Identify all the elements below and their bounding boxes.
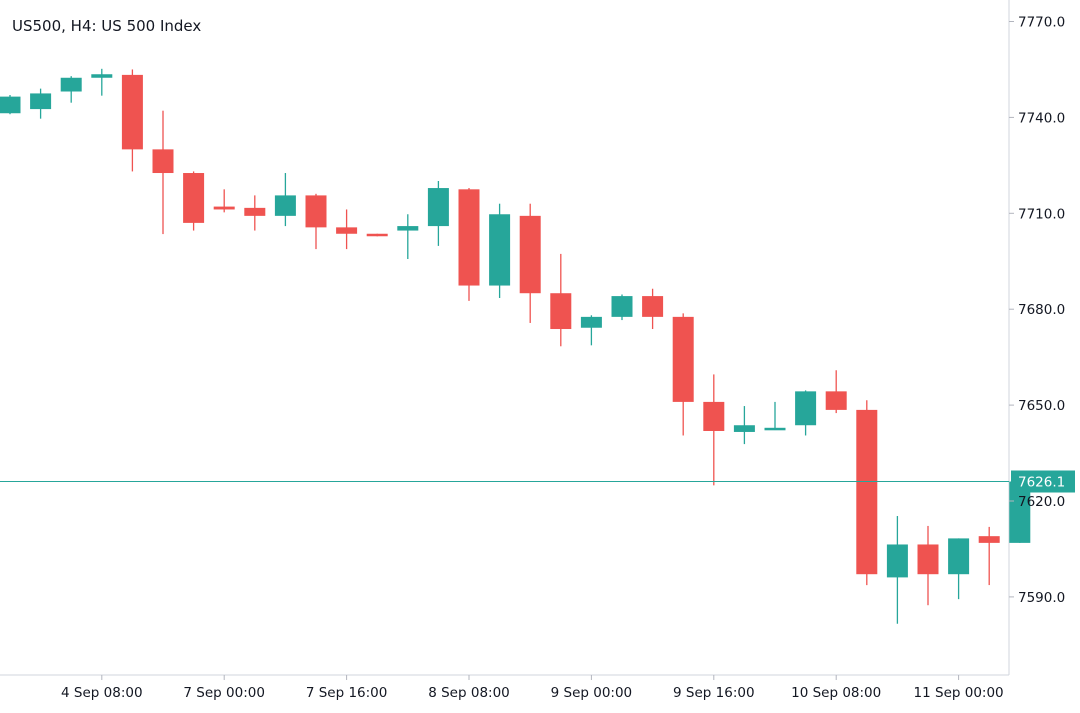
- x-tick-label: 11 Sep 00:00: [914, 685, 1004, 701]
- x-tick-label: 4 Sep 08:00: [61, 685, 143, 701]
- candle-body: [642, 296, 664, 317]
- candle[interactable]: [458, 188, 480, 301]
- candle[interactable]: [978, 526, 1000, 586]
- candle[interactable]: [856, 400, 878, 586]
- y-tick-label: 7710.0: [1018, 206, 1065, 222]
- chart-title: US500, H4: US 500 Index: [12, 17, 202, 35]
- candle[interactable]: [183, 171, 205, 231]
- candle-body: [213, 206, 235, 210]
- candle[interactable]: [60, 76, 82, 103]
- candle-body: [366, 233, 388, 237]
- candle[interactable]: [580, 315, 602, 346]
- candle[interactable]: [795, 390, 817, 436]
- candle-body: [795, 391, 817, 426]
- candle-body: [764, 427, 786, 431]
- candle-body: [336, 227, 358, 234]
- candle[interactable]: [489, 203, 511, 299]
- candle-body: [580, 316, 602, 328]
- y-tick-label: 7620.0: [1018, 494, 1065, 510]
- candle[interactable]: [703, 374, 725, 486]
- x-tick-label: 9 Sep 00:00: [551, 685, 633, 701]
- candle-body: [733, 425, 755, 432]
- candle-body: [519, 215, 541, 294]
- candle[interactable]: [672, 313, 694, 436]
- candle[interactable]: [519, 203, 541, 323]
- price-axis[interactable]: 7590.0 7620.0 7650.0 7680.0 7710.0 7740.0 7770…: [1009, 15, 1065, 606]
- candle-body: [917, 544, 939, 575]
- y-tick-label: 7770.0: [1018, 15, 1065, 31]
- candle[interactable]: [30, 88, 52, 119]
- candle[interactable]: [244, 195, 266, 231]
- candle[interactable]: [733, 406, 755, 445]
- current-price-label: 7626.1: [1018, 475, 1065, 491]
- candle[interactable]: [886, 516, 908, 624]
- candle[interactable]: [917, 525, 939, 606]
- candle-body: [121, 74, 143, 150]
- candle-body: [152, 149, 174, 174]
- candle[interactable]: [825, 370, 847, 414]
- candle-body: [489, 214, 511, 286]
- candle[interactable]: [305, 193, 327, 250]
- candle-body: [91, 74, 113, 78]
- y-tick-label: 7590.0: [1018, 590, 1065, 606]
- candle-body: [978, 536, 1000, 543]
- x-tick-label: 7 Sep 16:00: [306, 685, 388, 701]
- candle[interactable]: [611, 294, 633, 321]
- candle[interactable]: [427, 181, 449, 246]
- candle-body: [886, 544, 908, 578]
- candle-body: [458, 189, 480, 286]
- candle-body: [825, 391, 847, 410]
- x-tick-label: 7 Sep 00:00: [183, 685, 265, 701]
- candle-body: [60, 77, 82, 92]
- current-price-tag: [1011, 470, 1075, 493]
- y-tick-label: 7740.0: [1018, 110, 1065, 126]
- candle-body: [703, 401, 725, 431]
- candle[interactable]: [274, 173, 296, 227]
- candle-body: [611, 296, 633, 317]
- candle[interactable]: [0, 95, 21, 115]
- candle-body: [274, 195, 296, 216]
- y-tick-label: 7680.0: [1018, 302, 1065, 318]
- candle-body: [550, 293, 572, 330]
- candle-body: [0, 96, 21, 114]
- candle-body: [856, 409, 878, 575]
- x-tick-label: 9 Sep 16:00: [673, 685, 755, 701]
- candle[interactable]: [121, 69, 143, 172]
- candle[interactable]: [948, 538, 970, 600]
- candle[interactable]: [152, 110, 174, 235]
- candle[interactable]: [213, 189, 235, 213]
- candle-body: [672, 316, 694, 402]
- candle[interactable]: [764, 401, 786, 431]
- x-tick-label: 10 Sep 08:00: [791, 685, 881, 701]
- candle-body: [244, 207, 266, 216]
- candle-body: [183, 173, 205, 223]
- candle[interactable]: [91, 68, 113, 96]
- time-axis[interactable]: 4 Sep 08:00 7 Sep 00:00 7 Sep 16:00 8 Sep 0…: [61, 675, 1004, 701]
- candle-body: [305, 195, 327, 228]
- candle[interactable]: [366, 233, 388, 237]
- candle[interactable]: [550, 253, 572, 347]
- candle-body: [30, 93, 52, 110]
- current-price-line-layer: 7626.1: [0, 470, 1075, 493]
- candle-body: [427, 188, 449, 227]
- candle-body: [1009, 481, 1031, 543]
- candle-body: [397, 226, 419, 231]
- candle[interactable]: [397, 214, 419, 260]
- y-tick-label: 7650.0: [1018, 398, 1065, 414]
- candles-layer: [0, 68, 1031, 624]
- candle[interactable]: [642, 288, 664, 330]
- candle[interactable]: [336, 209, 358, 250]
- x-tick-label: 8 Sep 08:00: [428, 685, 510, 701]
- candle-body: [948, 538, 970, 575]
